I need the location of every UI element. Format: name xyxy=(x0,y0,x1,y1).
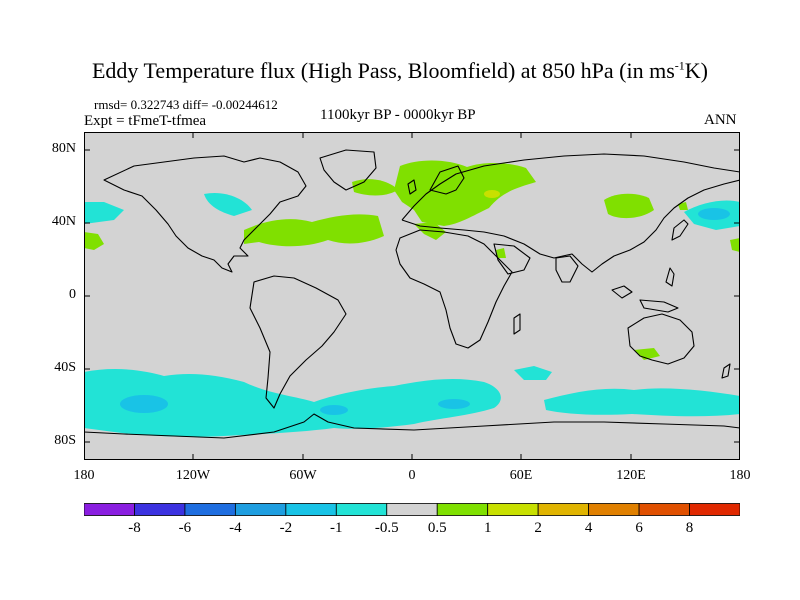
colorbar-label: 2 xyxy=(534,520,542,536)
colorbar-swatch xyxy=(689,503,740,516)
colorbar-swatch xyxy=(285,503,337,516)
lon-label-120e: 120E xyxy=(616,468,646,483)
colorbar-swatch xyxy=(638,503,690,516)
experiment-label: Expt = tFmeT-tfmea xyxy=(84,113,207,129)
world-map xyxy=(84,132,740,460)
lon-label-180w: 180 xyxy=(73,468,95,483)
colorbar-label: -2 xyxy=(279,520,293,536)
warm-anomaly-core xyxy=(484,190,500,198)
lon-label-60e: 60E xyxy=(509,468,533,483)
colorbar-swatch xyxy=(234,503,287,516)
colorbar-swatch xyxy=(386,503,438,516)
lat-label-80n: 80N xyxy=(51,141,76,156)
colorbar-label: -8 xyxy=(128,520,141,536)
colorbar-swatch xyxy=(537,503,590,516)
colorbar-swatch xyxy=(84,503,135,516)
lon-label-180e: 180 xyxy=(729,468,751,483)
lat-label-equator: 0 xyxy=(69,287,76,302)
lat-label-80s: 80S xyxy=(54,433,76,448)
colorbar-swatch xyxy=(588,503,640,516)
colorbar xyxy=(84,503,740,516)
negative-anomaly-areas xyxy=(84,192,740,437)
lon-label-60w: 60W xyxy=(289,468,317,483)
colorbar-label: 1 xyxy=(483,520,492,536)
period-label: 1100kyr BP - 0000kyr BP xyxy=(320,107,476,123)
lat-label-40n: 40N xyxy=(51,214,76,229)
lat-label-40s: 40S xyxy=(54,360,76,375)
colorbar-label: -6 xyxy=(178,520,192,536)
map-frame xyxy=(84,132,740,460)
colorbar-label: 0.5 xyxy=(427,520,447,536)
colorbar-label: 6 xyxy=(635,520,643,536)
colorbar-label: -4 xyxy=(229,520,242,536)
colorbar-swatch xyxy=(436,503,489,516)
colorbar-swatch xyxy=(487,503,539,516)
colorbar-label: 8 xyxy=(685,520,694,536)
lon-label-120w: 120W xyxy=(175,468,211,483)
lon-label-0: 0 xyxy=(408,468,416,483)
colorbar-label: -0.5 xyxy=(374,520,399,536)
colorbar-swatch xyxy=(335,503,388,516)
positive-anomaly-areas xyxy=(84,160,740,360)
negative-anomaly-cores xyxy=(120,208,730,415)
colorbar-label: 4 xyxy=(584,520,593,536)
stats-text: rmsd= 0.322743 diff= -0.00244612 xyxy=(94,97,278,112)
season-label: ANN xyxy=(704,112,737,128)
colorbar-label: -1 xyxy=(330,520,343,536)
colorbar-swatch xyxy=(134,503,186,516)
colorbar-swatch xyxy=(184,503,236,516)
plot-title: Eddy Temperature flux (High Pass, Bloomf… xyxy=(91,58,708,83)
coastlines xyxy=(84,149,740,439)
